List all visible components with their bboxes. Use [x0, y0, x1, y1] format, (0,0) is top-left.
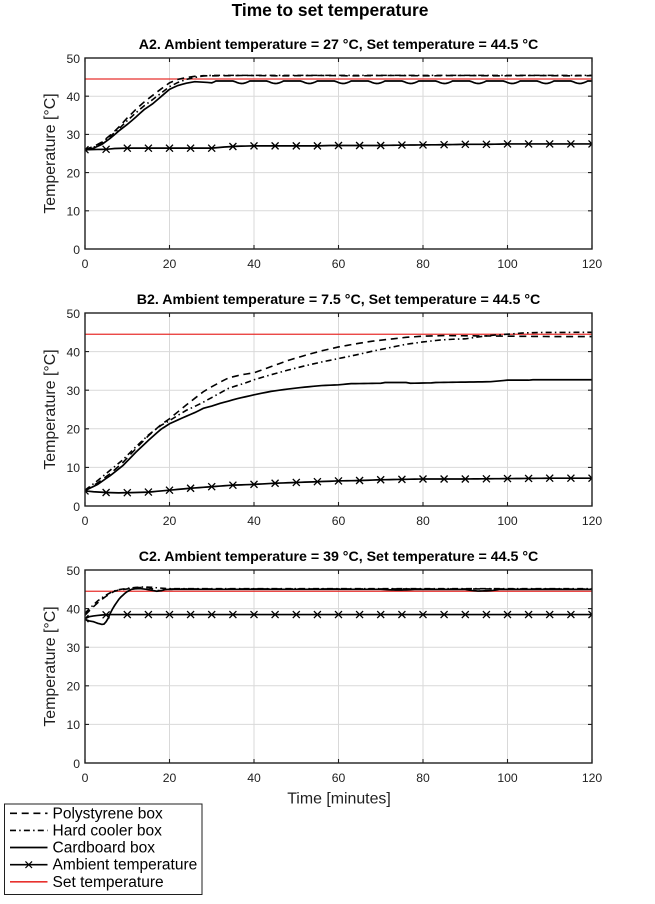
svg-text:0: 0: [82, 257, 89, 271]
svg-text:20: 20: [66, 680, 80, 694]
svg-text:Hard cooler box: Hard cooler box: [53, 822, 163, 839]
svg-text:100: 100: [497, 514, 518, 528]
svg-text:Temperature [°C]: Temperature [°C]: [42, 349, 59, 469]
svg-text:100: 100: [497, 257, 518, 271]
svg-text:80: 80: [416, 257, 430, 271]
svg-text:Polystyrene box: Polystyrene box: [53, 805, 164, 822]
svg-text:20: 20: [163, 771, 177, 785]
svg-text:Time to set temperature: Time to set temperature: [232, 0, 429, 20]
svg-text:40: 40: [247, 257, 261, 271]
svg-text:10: 10: [66, 205, 80, 219]
svg-text:60: 60: [332, 771, 346, 785]
svg-text:20: 20: [66, 423, 80, 437]
svg-text:0: 0: [82, 514, 89, 528]
svg-text:Set temperature: Set temperature: [53, 874, 164, 891]
svg-text:B2. Ambient temperature = 7.5: B2. Ambient temperature = 7.5 °C, Set te…: [137, 292, 540, 308]
svg-text:50: 50: [66, 52, 80, 66]
svg-text:40: 40: [247, 514, 261, 528]
svg-text:0: 0: [73, 757, 80, 771]
svg-text:40: 40: [66, 345, 80, 359]
svg-text:20: 20: [66, 166, 80, 180]
svg-text:0: 0: [73, 243, 80, 257]
svg-text:20: 20: [163, 514, 177, 528]
svg-text:60: 60: [332, 514, 346, 528]
svg-text:40: 40: [66, 602, 80, 616]
svg-text:10: 10: [66, 718, 80, 732]
svg-text:50: 50: [66, 307, 80, 321]
svg-text:0: 0: [82, 771, 89, 785]
svg-text:120: 120: [582, 257, 603, 271]
svg-text:50: 50: [66, 564, 80, 578]
svg-text:30: 30: [66, 384, 80, 398]
svg-text:60: 60: [332, 257, 346, 271]
svg-text:30: 30: [66, 128, 80, 142]
svg-text:Cardboard box: Cardboard box: [53, 840, 156, 857]
svg-text:120: 120: [582, 514, 603, 528]
svg-text:80: 80: [416, 771, 430, 785]
svg-text:80: 80: [416, 514, 430, 528]
svg-text:20: 20: [163, 257, 177, 271]
svg-text:Temperature [°C]: Temperature [°C]: [42, 606, 59, 726]
svg-text:120: 120: [582, 771, 603, 785]
svg-text:Temperature [°C]: Temperature [°C]: [42, 93, 59, 213]
svg-text:Ambient temperature: Ambient temperature: [53, 857, 198, 874]
svg-text:30: 30: [66, 641, 80, 655]
svg-text:A2. Ambient temperature = 27 °: A2. Ambient temperature = 27 °C, Set tem…: [139, 37, 539, 53]
svg-text:C2. Ambient temperature = 39 °: C2. Ambient temperature = 39 °C, Set tem…: [139, 549, 539, 565]
svg-text:0: 0: [73, 500, 80, 514]
svg-text:10: 10: [66, 461, 80, 475]
svg-text:40: 40: [66, 90, 80, 104]
svg-text:Time [minutes]: Time [minutes]: [287, 791, 391, 808]
svg-text:40: 40: [247, 771, 261, 785]
svg-text:100: 100: [497, 771, 518, 785]
